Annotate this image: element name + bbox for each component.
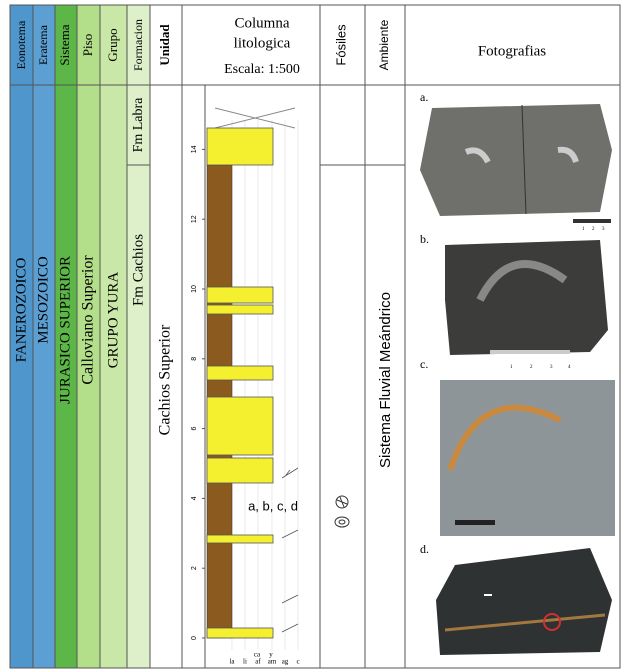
header: Formacion [131,19,145,71]
annotation: a, b, c, d [248,498,298,513]
sistema: JURASICO SUPERIOR [57,256,73,404]
eonotema: FANEROZOICO [13,257,29,362]
grain-label: af [255,658,261,666]
photo-label: c. [420,357,428,371]
photo-scale: 2 [530,365,533,370]
tick-label: 10 [191,285,198,293]
header: Unidad [157,24,172,66]
tick-label: 2 [191,566,198,570]
photo-scale: 3 [550,365,553,370]
photo-scale: 1 [582,227,585,232]
scale: 0 2 4 6 8 10 12 14 [191,145,205,640]
header: Ambiente [377,19,391,70]
header: Eonotema [14,20,28,69]
grain-label: li [243,658,247,666]
grupo: GRUPO YURA [105,272,121,369]
eratema-col [33,5,55,668]
ambiente: Sistema Fluvial Meándrico [377,292,394,468]
photo-scale: 2 [592,227,595,232]
header: Sistema [57,24,72,65]
photo-label: b. [420,232,429,246]
tick-label: 6 [191,427,198,431]
header: Fotografias [478,43,546,59]
grain-label: la [229,658,235,666]
header: Grupo [105,28,120,61]
photos [420,104,615,655]
table-lines [9,4,621,669]
photo-scale: 3 [602,227,605,232]
photo-scale: 4 [568,365,571,370]
grupo-col [100,5,127,668]
header: Eratema [36,24,50,65]
header: Piso [80,34,95,56]
sistema-col [55,5,77,668]
photo-label: a. [420,90,428,104]
grain-label: am [268,658,277,666]
header: Escala: 1:500 [224,62,300,77]
piso: Calloviano Superior [80,255,97,385]
unidad: Cachios Superior [157,324,174,435]
tick-label: 0 [191,636,198,640]
fossil-icons [334,495,350,528]
photo-label: d. [420,542,429,556]
formacion-col [127,5,150,668]
tick-label: 4 [191,496,198,500]
eratema: MESOZOICO [35,256,51,344]
tick-label: 14 [191,145,198,153]
photo-scale: 1 [510,365,513,370]
header: Columna [235,15,290,31]
eonotema-col [10,5,33,668]
formacion: Fm Labra [131,97,146,153]
grain-label: c [296,658,299,666]
header: litologica [234,35,291,51]
grain-label: y [269,651,273,659]
grain-label: ag [282,658,289,666]
lithology [206,107,299,650]
tick-label: 12 [191,215,198,223]
formacion: Fm Cachios [130,234,146,306]
piso-col [77,5,100,668]
grain-label: ca [254,651,261,659]
tick-label: 8 [191,357,198,361]
header: Fósiles [333,24,348,66]
